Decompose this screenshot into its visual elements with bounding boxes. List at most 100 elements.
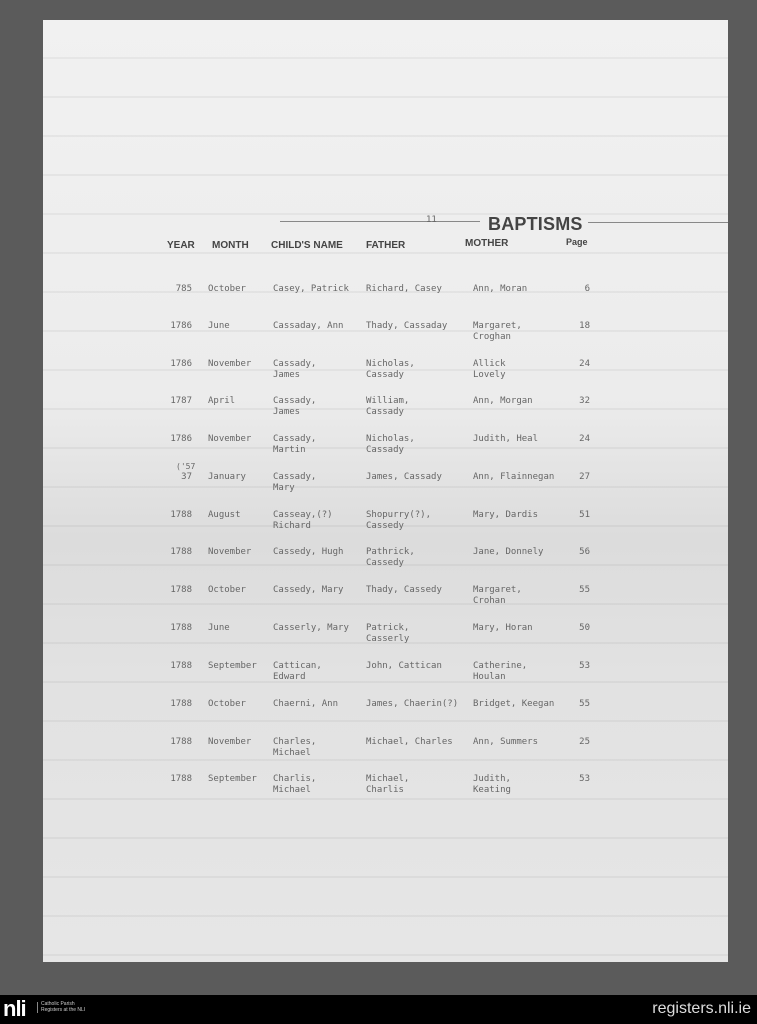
table-row: 37 January Cassady, Mary James, Cassady Ann,…: [0, 462, 757, 502]
table-row: 1788 October Cassedy, Mary Thady, Cassedy Ma…: [0, 585, 757, 615]
page-cell: 55: [579, 585, 590, 595]
month-cell: August: [208, 510, 241, 520]
site-url[interactable]: registers.nli.ie: [652, 1000, 751, 1017]
table-row: 1788 September Cattican, Edward John, Catti…: [0, 661, 757, 691]
table-row: 1788 October Chaerni, Ann James, Chaerin(?)…: [0, 699, 757, 729]
child-name-cell: Cassady, Martin: [273, 434, 317, 455]
child-name-cell: Cassedy, Mary: [273, 585, 344, 595]
mother-cell: Ann, Morgan: [473, 396, 533, 406]
page-cell: 53: [579, 661, 590, 671]
father-cell: Michael, Charles: [366, 737, 453, 747]
month-cell: November: [208, 359, 252, 369]
table-row: 1788 September Charlis, Michael Michael, Ch…: [0, 774, 757, 804]
child-name-cell: Casserly, Mary: [273, 623, 349, 633]
page-cell: 18: [579, 321, 590, 331]
table-row: 1786 November Cassady, Martin Nicholas, Cas…: [0, 434, 757, 464]
year-cell: 1787: [170, 396, 192, 406]
table-row: 1788 June Casserly, Mary Patrick, Casserly M…: [0, 623, 757, 653]
mother-cell: Judith, Keating: [473, 774, 511, 795]
page-cell: 25: [579, 737, 590, 747]
year-cell: 1788: [170, 661, 192, 671]
table-row: 1787 April Cassady, James William, Cassady A…: [0, 396, 757, 426]
year-cell: 785: [175, 284, 192, 294]
logo-caption: Catholic Parish Registers at the NLI: [37, 1001, 91, 1013]
child-name-cell: Chaerni, Ann: [273, 699, 339, 709]
child-name-cell: Cassaday, Ann: [273, 321, 344, 331]
month-cell: October: [208, 284, 246, 294]
child-name-cell: Cassady, James: [273, 396, 317, 417]
header-year: YEAR: [167, 240, 195, 251]
year-cell: 1788: [170, 547, 192, 557]
page-cell: 51: [579, 510, 590, 520]
father-cell: Nicholas, Cassady: [366, 434, 415, 455]
mother-cell: Judith, Heal: [473, 434, 539, 444]
year-cell: 1788: [170, 699, 192, 709]
header-month: MONTH: [212, 240, 249, 251]
mother-cell: Ann, Flainnegan: [473, 472, 555, 482]
page-cell: 53: [579, 774, 590, 784]
year-cell: 1788: [170, 774, 192, 784]
father-cell: Shopurry(?), Cassedy: [366, 510, 432, 531]
year-cell: 1786: [170, 434, 192, 444]
page-cell: 56: [579, 547, 590, 557]
month-cell: November: [208, 737, 252, 747]
month-cell: September: [208, 774, 257, 784]
page-cell: 6: [584, 284, 590, 294]
page-cell: 24: [579, 359, 590, 369]
page-marker: 11: [426, 215, 437, 225]
header-child: CHILD'S NAME: [271, 240, 343, 251]
mother-cell: Margaret, Crohan: [473, 585, 522, 606]
father-cell: John, Cattican: [366, 661, 442, 671]
child-name-cell: Charles, Michael: [273, 737, 317, 758]
mother-cell: Catherine, Houlan: [473, 661, 528, 682]
father-cell: James, Chaerin(?): [366, 699, 459, 709]
month-cell: October: [208, 585, 246, 595]
year-cell: 1786: [170, 359, 192, 369]
mother-cell: Mary, Dardis: [473, 510, 539, 520]
child-name-cell: Cassady, James: [273, 359, 317, 380]
month-cell: April: [208, 396, 236, 406]
mother-cell: Ann, Summers: [473, 737, 539, 747]
month-cell: November: [208, 434, 252, 444]
mother-cell: Bridget, Keegan: [473, 699, 555, 709]
header-page: Page: [566, 237, 588, 247]
father-cell: Michael, Charlis: [366, 774, 410, 795]
father-cell: Thady, Cassaday: [366, 321, 448, 331]
father-cell: Pathrick, Cassedy: [366, 547, 415, 568]
father-cell: James, Cassady: [366, 472, 442, 482]
child-name-cell: Cassedy, Hugh: [273, 547, 344, 557]
month-cell: June: [208, 623, 230, 633]
child-name-cell: Cassady, Mary: [273, 472, 317, 493]
mother-cell: Margaret, Croghan: [473, 321, 522, 342]
table-row: 1786 June Cassaday, Ann Thady, Cassaday Marg…: [0, 321, 757, 351]
page-title: BAPTISMS: [488, 214, 583, 234]
page-cell: 50: [579, 623, 590, 633]
month-cell: January: [208, 472, 246, 482]
register-page: [43, 20, 728, 962]
nli-logo[interactable]: nli: [3, 996, 27, 1021]
table-row: 1788 November Charles, Michael Michael, Cha…: [0, 737, 757, 767]
child-name-cell: Casseay,(?) Richard: [273, 510, 333, 531]
header-mother: MOTHER: [465, 238, 509, 249]
year-cell: 37: [181, 472, 192, 482]
child-name-cell: Cattican, Edward: [273, 661, 322, 682]
table-row: 1786 November Cassady, James Nicholas, Cass…: [0, 359, 757, 389]
handwritten-note: ('57: [176, 462, 196, 471]
father-cell: Richard, Casey: [366, 284, 442, 294]
month-cell: October: [208, 699, 246, 709]
year-cell: 1788: [170, 585, 192, 595]
page-cell: 32: [579, 396, 590, 406]
mother-cell: Mary, Horan: [473, 623, 533, 633]
page-cell: 27: [579, 472, 590, 482]
year-cell: 1788: [170, 623, 192, 633]
header-father: FATHER: [366, 240, 406, 251]
mother-cell: Ann, Moran: [473, 284, 528, 294]
year-cell: 1786: [170, 321, 192, 331]
year-cell: 1788: [170, 510, 192, 520]
child-name-cell: Casey, Patrick: [273, 284, 349, 294]
father-cell: Patrick, Casserly: [366, 623, 410, 644]
month-cell: June: [208, 321, 230, 331]
month-cell: November: [208, 547, 252, 557]
child-name-cell: Charlis, Michael: [273, 774, 317, 795]
table-row: 785 October Casey, Patrick Richard, Casey An…: [0, 284, 757, 314]
